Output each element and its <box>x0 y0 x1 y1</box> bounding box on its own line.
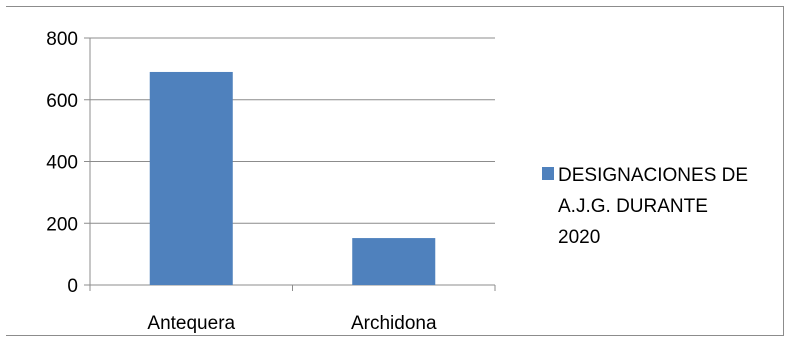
legend: DESIGNACIONES DE A.J.G. DURANTE 2020 <box>542 165 748 248</box>
legend-swatch <box>542 167 554 180</box>
bar-archidona <box>352 238 436 285</box>
x-tick-label: Antequera <box>147 313 235 334</box>
bar-antequera <box>149 71 233 286</box>
y-tick-label: 0 <box>67 276 78 297</box>
y-tick-label: 600 <box>46 91 78 112</box>
x-tick-label: Archidona <box>351 313 437 334</box>
legend-label: DESIGNACIONES DE A.J.G. DURANTE 2020 <box>558 165 748 248</box>
bars <box>149 71 436 286</box>
y-tick-label: 200 <box>46 214 78 235</box>
x-tick-labels: Antequera Archidona <box>147 313 437 334</box>
y-tick-labels: 0 200 400 600 800 <box>46 29 78 297</box>
y-tick-label: 800 <box>46 29 78 50</box>
y-tick-label: 400 <box>46 153 78 174</box>
